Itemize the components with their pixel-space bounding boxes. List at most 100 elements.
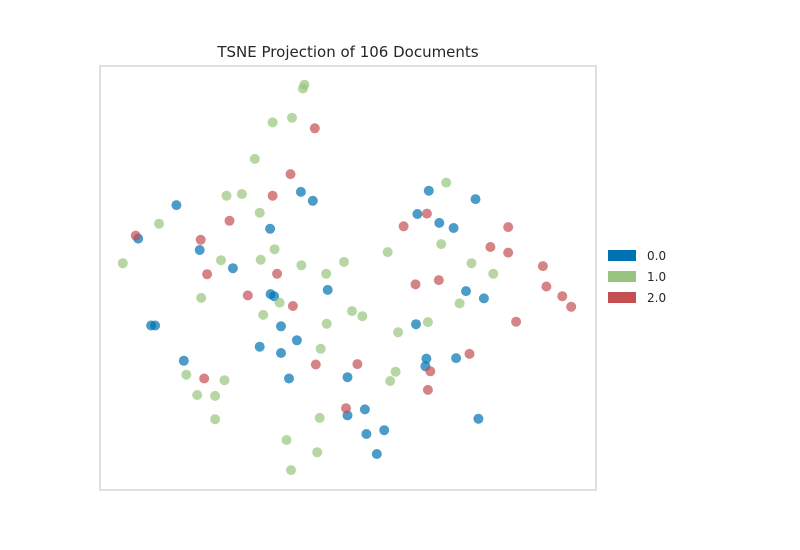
data-point-class-0-2 <box>150 320 161 331</box>
data-point-class-1-33 <box>441 177 452 188</box>
data-point-class-2-19 <box>537 261 548 272</box>
data-point-class-1-10 <box>216 255 226 266</box>
legend-item-0: 0.0 <box>608 249 666 263</box>
data-point-class-0-29 <box>470 194 481 205</box>
data-point-class-0-33 <box>451 353 462 364</box>
data-point-class-0-18 <box>342 372 353 383</box>
data-point-class-0-23 <box>379 425 390 436</box>
legend-label-2: 2.0 <box>647 291 666 305</box>
data-point-class-1-13 <box>296 260 307 271</box>
data-point-class-2-16 <box>503 222 514 233</box>
data-point-class-2-17 <box>485 242 496 252</box>
data-point-class-0-22 <box>359 404 370 415</box>
data-point-class-1-35 <box>466 258 477 269</box>
legend-item-1: 1.0 <box>608 270 666 284</box>
data-point-class-1-7 <box>254 207 265 218</box>
data-point-class-2-0 <box>309 123 320 134</box>
data-point-class-2-22 <box>541 281 552 292</box>
legend-item-2: 2.0 <box>608 291 666 305</box>
legend-swatch-2 <box>608 292 636 303</box>
data-point-class-2-15 <box>421 208 432 219</box>
data-point-class-1-20 <box>347 306 357 317</box>
data-point-class-1-32 <box>382 247 393 258</box>
data-point-class-0-19 <box>361 429 372 439</box>
data-point-class-1-23 <box>181 369 192 380</box>
legend-swatch-1 <box>608 271 636 282</box>
data-point-class-1-6 <box>221 190 232 201</box>
data-point-class-2-8 <box>242 290 253 301</box>
data-point-class-2-9 <box>287 301 298 311</box>
data-point-class-1-4 <box>249 153 260 164</box>
data-point-class-2-12 <box>352 359 363 370</box>
data-point-class-1-39 <box>393 327 404 338</box>
data-point-class-1-34 <box>436 239 447 250</box>
data-point-class-1-29 <box>281 435 292 445</box>
data-point-class-1-18 <box>258 309 269 320</box>
data-point-class-0-28 <box>448 223 459 233</box>
legend: 0.0 1.0 2.0 <box>608 249 666 305</box>
chart-title: TSNE Projection of 106 Documents <box>216 43 478 61</box>
data-point-class-1-14 <box>321 268 332 279</box>
data-point-class-1-17 <box>274 297 285 308</box>
data-point-class-1-12 <box>269 244 280 255</box>
data-point-class-0-13 <box>284 373 294 384</box>
data-point-class-0-7 <box>254 341 265 352</box>
data-point-class-1-37 <box>454 298 465 309</box>
data-point-class-0-3 <box>171 200 182 211</box>
data-point-class-1-28 <box>314 412 325 423</box>
data-point-class-0-24 <box>473 413 484 424</box>
data-point-class-0-35 <box>478 293 489 304</box>
data-point-class-0-25 <box>412 209 423 219</box>
data-point-class-1-15 <box>339 256 349 267</box>
data-point-class-1-19 <box>321 318 332 329</box>
data-point-class-2-7 <box>272 268 283 279</box>
data-point-class-0-14 <box>291 335 302 346</box>
data-point-class-2-3 <box>224 215 235 226</box>
data-point-class-0-30 <box>411 319 421 330</box>
data-point-class-1-26 <box>210 390 221 401</box>
data-point-class-2-26 <box>464 348 475 359</box>
data-point-class-2-23 <box>557 291 568 302</box>
data-point-class-0-27 <box>434 217 445 228</box>
data-point-class-0-26 <box>423 185 434 196</box>
data-point-class-0-5 <box>194 245 205 255</box>
data-point-class-2-25 <box>511 316 522 327</box>
data-point-class-1-9 <box>117 258 128 269</box>
data-point-class-0-4 <box>178 355 189 366</box>
data-point-class-1-24 <box>219 375 230 386</box>
plot-area <box>99 65 597 491</box>
data-point-class-1-41 <box>385 376 396 386</box>
data-point-class-1-25 <box>192 390 203 400</box>
data-point-class-2-14 <box>398 221 409 232</box>
data-point-class-2-5 <box>195 234 206 245</box>
data-point-class-0-12 <box>276 321 286 332</box>
data-point-class-1-16 <box>196 292 207 303</box>
data-point-class-2-10 <box>199 373 210 384</box>
data-point-class-1-22 <box>315 343 326 354</box>
data-point-class-1-11 <box>255 254 266 265</box>
data-point-class-2-1 <box>285 169 296 180</box>
data-point-class-0-6 <box>227 263 238 274</box>
data-point-class-2-18 <box>503 247 514 258</box>
data-point-class-1-2 <box>287 112 297 123</box>
legend-swatch-0 <box>608 250 636 261</box>
legend-label-1: 1.0 <box>647 270 666 284</box>
data-point-class-1-21 <box>357 311 368 322</box>
data-point-class-1-36 <box>488 268 499 279</box>
data-point-class-1-30 <box>312 447 323 458</box>
data-point-class-1-31 <box>286 465 296 476</box>
data-point-class-0-16 <box>307 195 318 206</box>
data-point-class-2-13 <box>341 403 351 414</box>
data-point-class-1-38 <box>422 317 433 328</box>
data-point-class-2-6 <box>202 269 213 280</box>
data-point-class-0-17 <box>322 284 333 295</box>
data-point-class-2-24 <box>566 301 577 312</box>
data-point-class-2-11 <box>310 359 321 370</box>
data-point-class-1-1 <box>297 83 308 94</box>
data-point-class-2-21 <box>410 279 421 290</box>
data-point-class-2-20 <box>433 275 444 286</box>
data-point-class-1-40 <box>390 366 401 377</box>
data-point-class-0-9 <box>276 348 286 358</box>
data-point-class-1-5 <box>236 189 247 199</box>
